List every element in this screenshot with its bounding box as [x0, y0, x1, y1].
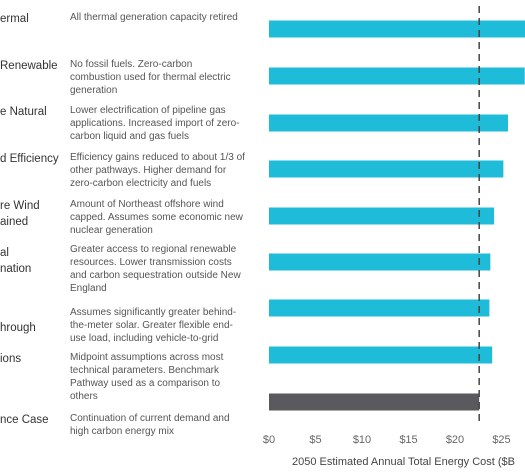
bar [269, 20, 525, 38]
x-axis-label: 2050 Estimated Annual Total Energy Cost … [292, 456, 515, 468]
x-tick-label: $0 [263, 434, 275, 446]
x-tick-label: $15 [399, 434, 417, 446]
bar [269, 114, 509, 132]
bar [269, 67, 525, 85]
x-tick-label: $25 [492, 434, 510, 446]
category-label: hrough [0, 322, 36, 334]
bar [269, 299, 490, 317]
x-tick-label: $20 [446, 434, 464, 446]
x-tick-label: $5 [309, 434, 321, 446]
bar [269, 160, 504, 178]
x-tick-label: $10 [353, 434, 371, 446]
category-description: Amount of Northeast offshore wind capped… [70, 199, 243, 236]
category-label: re Wind ained [0, 200, 40, 228]
category-label: nce Case [0, 414, 49, 426]
bar [269, 393, 480, 411]
category-description: Midpoint assumptions across most technic… [70, 352, 224, 402]
category-label: ions [0, 353, 22, 365]
category-description: Assumes significantly greater behind- th… [70, 307, 237, 344]
category-label: al nation [0, 247, 32, 275]
category-description: All thermal generation capacity retired [70, 12, 238, 23]
category-description: Greater access to regional renewable res… [70, 244, 241, 294]
category-label: Renewable [0, 60, 58, 72]
bar [269, 346, 493, 364]
category-description: No fossil fuels. Zero-carbon combustion … [70, 59, 231, 96]
bar [269, 207, 495, 225]
category-label: d Efficiency [0, 153, 59, 165]
category-description: Efficiency gains reduced to about 1/3 of… [70, 152, 245, 189]
category-label: e Natural [0, 106, 47, 118]
category-label: ermal [0, 13, 29, 25]
bar [269, 253, 491, 271]
category-description: Continuation of current demand and high … [70, 413, 230, 437]
category-description: Lower electrification of pipeline gas ap… [70, 105, 240, 142]
